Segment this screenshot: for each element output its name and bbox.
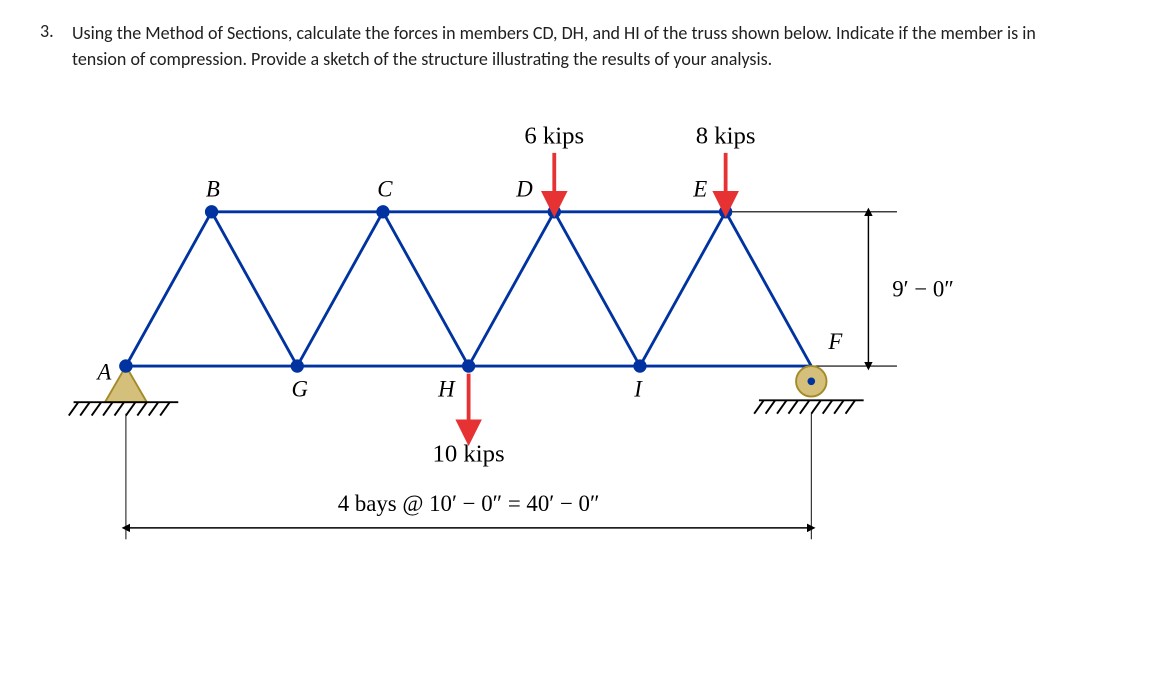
figure-element [800, 401, 810, 414]
node-label-B: B [206, 177, 220, 202]
node-H [462, 360, 475, 373]
figure-element [114, 402, 124, 415]
truss-figure: 9′ − 0″ 6 kips 8 kips 10 kips A B C D E F G H I 4 bay… [40, 90, 1040, 585]
load-label-E: 8 kips [696, 122, 756, 149]
figure-element [80, 402, 90, 415]
height-dimension-label: 9′ − 0″ [892, 277, 954, 302]
figure-element [766, 401, 776, 414]
figure-element [754, 401, 764, 414]
member-GC [297, 212, 383, 366]
figure-element [126, 402, 136, 415]
member-DI [554, 212, 640, 366]
member-BG [212, 212, 298, 366]
figure-element [149, 402, 159, 415]
node-label-I: I [633, 377, 643, 402]
problem-number: 3. [40, 20, 72, 42]
member-EF [726, 212, 812, 366]
node-label-G: G [292, 377, 308, 402]
span-dimension-label: 4 bays @ 10′ − 0″ = 40′ − 0″ [338, 491, 600, 516]
figure-element [823, 401, 833, 414]
node-C [376, 205, 389, 218]
member-AB [126, 212, 212, 366]
node-D [548, 205, 561, 218]
figure-element [103, 402, 113, 415]
member-IE [640, 212, 726, 366]
member-CH [383, 212, 469, 366]
figure-element [92, 402, 102, 415]
figure-element [811, 401, 821, 414]
figure-element [834, 401, 844, 414]
problem-text: Using the Method of Sections, calculate … [72, 20, 1090, 72]
figure-element [807, 378, 815, 386]
node-B [205, 205, 218, 218]
node-G [291, 360, 304, 373]
figure-element [777, 401, 787, 414]
load-label-H: 10 kips [433, 440, 505, 467]
node-E [719, 205, 732, 218]
node-A [119, 360, 132, 373]
node-label-A: A [95, 360, 112, 385]
figure-element [788, 401, 798, 414]
figure-element [69, 402, 79, 415]
node-label-E: E [692, 177, 707, 202]
node-label-F: F [827, 329, 843, 354]
node-label-C: C [377, 177, 393, 202]
figure-element [846, 401, 856, 414]
node-label-H: H [437, 377, 456, 402]
member-HD [469, 212, 555, 366]
node-I [633, 360, 646, 373]
figure-element [137, 402, 147, 415]
node-label-D: D [515, 177, 533, 202]
load-label-D: 6 kips [524, 122, 584, 149]
problem-block: 3. Using the Method of Sections, calcula… [40, 20, 1090, 72]
figure-element [160, 402, 170, 415]
